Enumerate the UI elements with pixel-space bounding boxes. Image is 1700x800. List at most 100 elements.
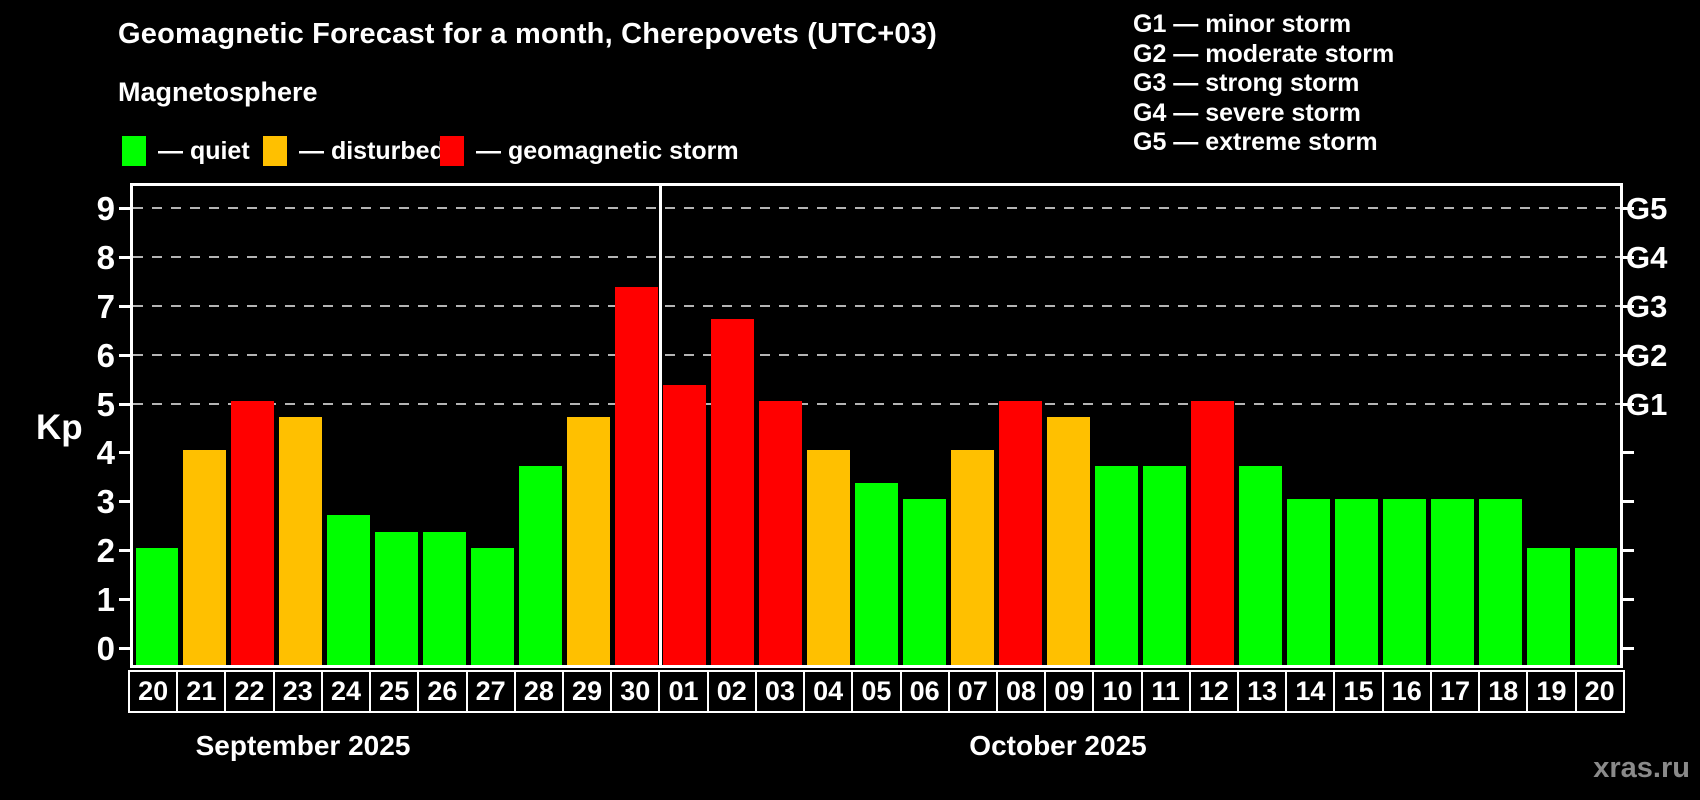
kp-bar-day-29	[567, 417, 611, 665]
kp-bar-day-24	[327, 515, 371, 665]
day-label: 06	[899, 670, 950, 713]
storm-scale-line-1: G1 — minor storm	[1133, 10, 1352, 38]
right-axis-tick	[1623, 549, 1634, 553]
day-label: 13	[1237, 670, 1288, 713]
legend-label-storm: — geomagnetic storm	[476, 136, 739, 165]
left-axis-tick	[119, 402, 130, 406]
kp-bar-day-04	[807, 450, 850, 665]
kp-bar-day-05	[855, 482, 898, 665]
left-axis-tick	[119, 206, 130, 210]
day-label: 29	[561, 670, 613, 713]
day-label: 10	[1092, 670, 1143, 713]
y-axis-label-3: 3	[96, 483, 115, 521]
left-axis-tick	[119, 353, 130, 357]
y-axis-label-6: 6	[96, 336, 115, 374]
day-label: 30	[610, 670, 661, 713]
day-label: 27	[465, 670, 516, 713]
right-axis-tick	[1623, 402, 1634, 406]
kp-bar-day-17	[1430, 499, 1474, 665]
kp-bar-day-14	[1286, 499, 1330, 665]
g-scale-label-G4: G4	[1626, 239, 1668, 275]
legend-item-quiet: — quiet	[122, 136, 250, 166]
quiet-color-swatch	[122, 136, 146, 166]
day-label: 02	[706, 670, 757, 713]
kp-bar-day-13	[1238, 466, 1282, 665]
day-label: 15	[1333, 670, 1384, 713]
day-label: 23	[272, 670, 323, 713]
right-axis-tick	[1623, 206, 1634, 210]
day-label: 28	[513, 670, 564, 713]
y-axis-label-5: 5	[96, 385, 115, 423]
kp-bar-day-02	[711, 319, 755, 665]
day-label: 21	[176, 670, 227, 713]
storm-scale-line-2: G2 — moderate storm	[1133, 39, 1395, 68]
legend-label-quiet: — quiet	[158, 136, 250, 165]
left-axis-tick	[119, 451, 130, 455]
month-separator-line	[659, 186, 663, 665]
kp-bar-day-06	[902, 499, 946, 665]
disturbed-color-swatch	[263, 136, 287, 166]
right-axis-tick	[1623, 500, 1634, 504]
day-label: 19	[1526, 670, 1577, 713]
day-label: 18	[1478, 670, 1529, 713]
kp-bar-day-18	[1478, 499, 1522, 665]
kp-bar-day-22	[231, 401, 275, 665]
day-label: 24	[320, 670, 372, 713]
storm-color-swatch	[440, 136, 464, 166]
right-axis-tick	[1623, 353, 1634, 357]
right-axis-tick	[1623, 598, 1634, 602]
day-label: 22	[224, 670, 275, 713]
day-label: 09	[1044, 670, 1095, 713]
kp-bar-day-16	[1382, 499, 1426, 665]
day-label: 16	[1381, 670, 1432, 713]
kp-bar-day-23	[279, 417, 323, 665]
day-label: 05	[851, 670, 902, 713]
day-label: 26	[417, 670, 468, 713]
day-label: 03	[754, 670, 806, 713]
y-axis-label-7: 7	[96, 287, 115, 325]
left-axis-tick	[119, 304, 130, 308]
kp-bar-day-10	[1094, 466, 1138, 665]
day-label: 12	[1188, 670, 1240, 713]
kp-bar-day-30	[615, 286, 659, 665]
storm-scale-line-4: G4 — severe storm	[1133, 98, 1361, 127]
kp-bar-chart: 0 1 2 3 4 5 6 7 8 9 G1 G2 G3 G4 G5	[97, 183, 1667, 668]
left-axis-tick	[119, 598, 130, 602]
kp-bar-day-08	[998, 401, 1042, 665]
kp-bar-day-28	[519, 466, 563, 665]
kp-bar-day-09	[1046, 417, 1090, 665]
y-axis-label-9: 9	[96, 189, 115, 227]
kp-bar-day-25	[375, 531, 419, 665]
day-label: 14	[1285, 670, 1336, 713]
gridline-kp5	[133, 402, 1620, 405]
kp-bar-day-26	[423, 531, 467, 665]
right-axis-tick	[1623, 255, 1634, 259]
month-label-1: September 2025	[195, 730, 411, 761]
day-label: 07	[947, 670, 998, 713]
kp-bar-day-03	[759, 401, 803, 665]
day-axis: 20 21 22 23 24 25 26 27 28 29 30 01 02 03 04 05 06 07 08 09…	[128, 670, 1625, 713]
day-label: 11	[1140, 670, 1191, 713]
gridline-kp7	[133, 304, 1620, 307]
day-label: 25	[369, 670, 420, 713]
kp-bar-day-11	[1142, 466, 1186, 665]
chart-subtitle: Magnetosphere	[118, 77, 318, 107]
right-axis-tick	[1623, 451, 1634, 455]
g-scale-label-G2: G2	[1626, 337, 1668, 373]
gridline-kp9	[133, 206, 1620, 209]
kp-bar-day-20	[135, 547, 179, 665]
watermark: xras.ru	[1593, 752, 1690, 784]
legend-item-storm: — geomagnetic storm	[440, 136, 739, 166]
y-axis-label-4: 4	[96, 434, 115, 472]
y-axis-label-8: 8	[96, 238, 115, 276]
kp-bar-day-19	[1526, 547, 1570, 665]
gridline-kp6	[133, 353, 1620, 356]
page-title: Geomagnetic Forecast for a month, Cherep…	[118, 18, 937, 50]
legend-label-disturbed: — disturbed	[299, 136, 445, 165]
y-axis-label-0: 0	[96, 630, 115, 668]
g-scale-label-G5: G5	[1626, 190, 1668, 226]
left-axis-tick	[119, 647, 130, 651]
left-axis-tick	[119, 549, 130, 553]
left-axis-tick	[119, 255, 130, 259]
kp-bar-day-15	[1334, 499, 1378, 665]
